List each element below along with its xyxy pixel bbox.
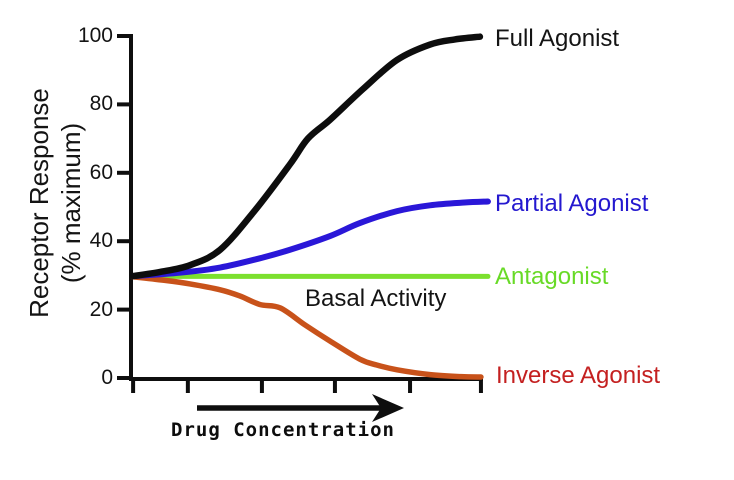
- curve-label-inverse-agonist: Inverse Agonist: [496, 362, 661, 389]
- full-agonist-curve: [129, 33, 484, 280]
- basal-activity-annotation: Basal Activity: [305, 285, 447, 312]
- y-axis-title-line2: (% maximum): [56, 122, 86, 284]
- y-axis-title: Receptor Response (% maximum): [23, 88, 87, 318]
- y-axis-title-line1: Receptor Response: [24, 88, 54, 318]
- curve-label-partial-agonist: Partial Agonist: [495, 190, 649, 217]
- curve-label-antagonist: Antagonist: [495, 263, 609, 290]
- drug-concentration-arrow-head: [372, 394, 404, 422]
- partial-agonist-curve: [130, 198, 491, 280]
- inverse-agonist-curve: [130, 274, 484, 380]
- curve-label-full-agonist: Full Agonist: [495, 25, 620, 52]
- x-axis-label: Drug Concentration: [171, 419, 395, 441]
